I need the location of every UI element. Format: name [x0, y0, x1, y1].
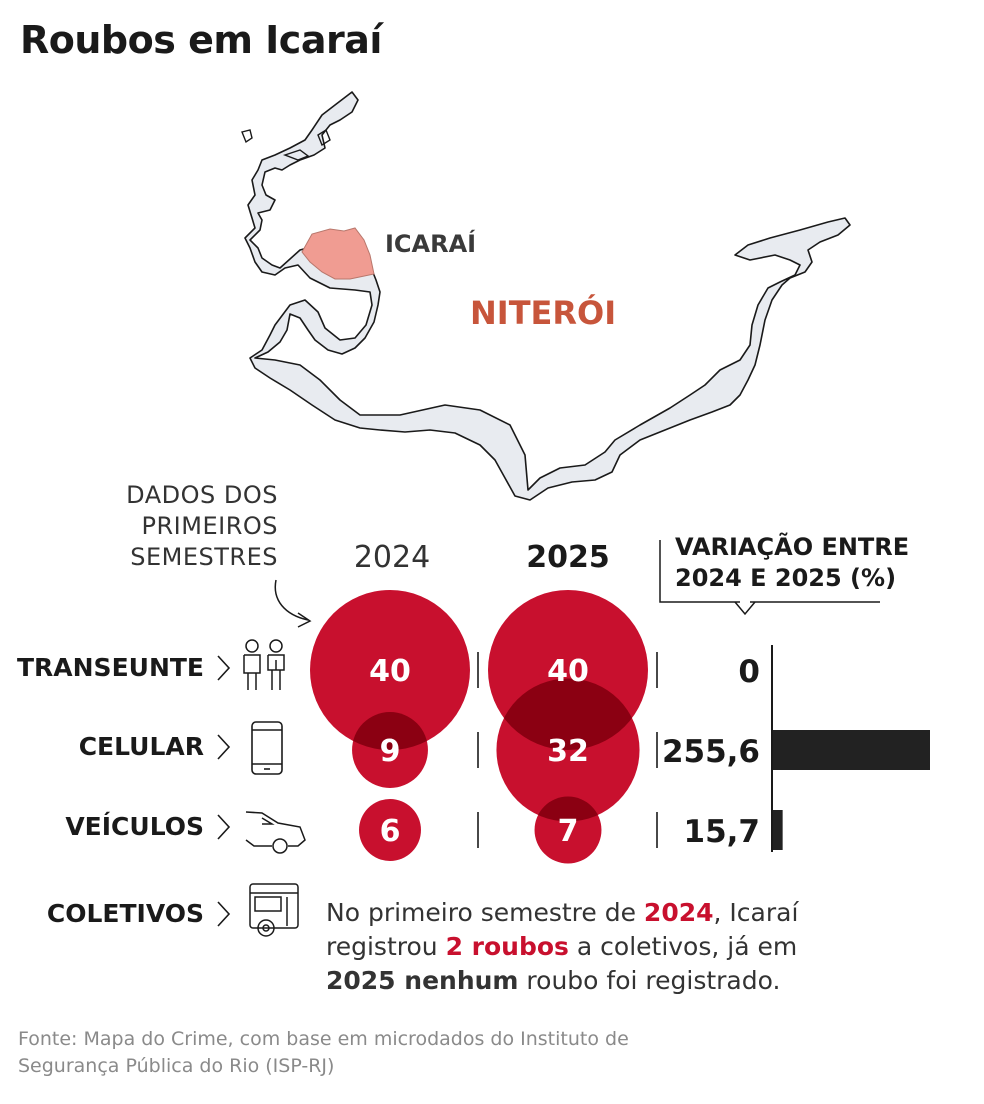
category-label: CELULAR	[78, 732, 204, 761]
note-arrow	[274, 579, 309, 621]
data-note-line: DADOS DOS	[126, 481, 278, 509]
bubble-value-label: 40	[369, 654, 411, 689]
variation-title: VARIAÇÃO ENTRE 2024 E 2025 (%)	[675, 532, 909, 594]
bubble-value-label: 7	[558, 814, 579, 849]
column-header-2024: 2024	[353, 540, 431, 575]
note-text-segment: 2 roubos	[445, 932, 569, 961]
note-text-segment: , Icaraí registrou	[326, 898, 799, 961]
note-arrow-head	[297, 612, 312, 628]
bubble-value-label: 6	[380, 814, 401, 849]
bubble-overlap	[352, 712, 428, 750]
car-icon	[245, 811, 306, 854]
bubble-value-label: 32	[547, 734, 589, 769]
note-text-segment: No primeiro semestre de	[326, 898, 644, 927]
variation-value-label: 15,7	[684, 814, 761, 850]
dividers-layer	[477, 652, 658, 848]
chevron-right-icon	[217, 814, 231, 840]
note-text-segment: 2025 nenhum	[326, 966, 519, 995]
coletivos-note: No primeiro semestre de 2024, Icaraí reg…	[326, 896, 806, 998]
bubble-overlap	[534, 796, 602, 822]
bubble-2024-veículos	[359, 799, 421, 861]
variation-title-line: VARIAÇÃO ENTRE	[675, 533, 910, 561]
chevron-right-icon	[217, 901, 231, 927]
note-text-segment: roubo foi registrado.	[518, 966, 781, 995]
icarai-area	[301, 227, 375, 280]
variation-bar	[773, 810, 783, 850]
category-label: VEÍCULOS	[65, 812, 204, 841]
column-header-2025: 2025	[526, 540, 610, 575]
bubble-labels-layer: 40 9 6 40 32 7	[369, 654, 589, 849]
chart-title: Roubos em Icaraí	[20, 18, 382, 62]
island-1	[241, 129, 253, 144]
note-text-segment: 2024	[643, 898, 714, 927]
island-3	[317, 128, 331, 147]
variation-title-line: 2024 E 2025 (%)	[675, 564, 897, 592]
map-label-niteroi: NITERÓI	[470, 294, 617, 332]
note-text-segment: a coletivos, já em	[568, 932, 798, 961]
niteroi-map	[241, 91, 851, 501]
bus-icon	[249, 883, 299, 937]
chevron-right-icon	[217, 655, 231, 681]
bars-layer: 0 255,6 15,7	[662, 654, 930, 850]
bubble-value-label: 40	[547, 654, 589, 689]
bubbles-layer	[310, 590, 648, 864]
category-label: TRANSEUNTE	[16, 653, 204, 682]
source-note: Fonte: Mapa do Crime, com base em microd…	[18, 1028, 629, 1077]
data-note-line: PRIMEIROS	[141, 512, 278, 540]
variation-value-label: 0	[738, 654, 760, 690]
variation-bracket	[659, 540, 880, 603]
bubble-overlap	[496, 678, 640, 750]
variation-bar	[773, 730, 930, 770]
pedestrians-icon	[243, 639, 285, 690]
data-note-line: SEMESTRES	[130, 543, 278, 571]
data-note: DADOS DOS PRIMEIROS SEMESTRES	[126, 480, 278, 573]
map-label-icarai: ICARAÍ	[385, 230, 477, 258]
cellphone-icon	[251, 721, 283, 775]
variation-bracket-notch	[734, 601, 756, 616]
bubble-value-label: 9	[380, 734, 401, 769]
chevron-right-icon	[217, 734, 231, 760]
island-2	[282, 149, 310, 161]
category-label: COLETIVOS	[46, 899, 204, 928]
variation-value-label: 255,6	[662, 734, 760, 770]
bubble-2024-transeunte	[310, 590, 470, 750]
